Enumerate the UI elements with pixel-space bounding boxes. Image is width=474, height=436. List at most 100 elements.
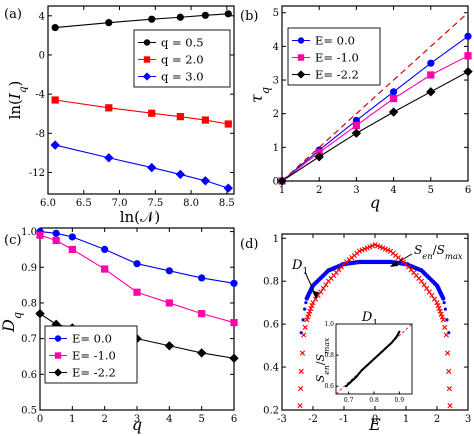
data-point-stroke: [426, 289, 432, 295]
data-point-stroke: [298, 368, 304, 374]
data-point: [320, 285, 326, 291]
data-point: [133, 288, 141, 296]
y-tick-label: 0.6: [263, 320, 279, 331]
legend-marker: [53, 368, 63, 377]
x-tick-label: -2: [308, 414, 318, 425]
data-point: [447, 403, 453, 409]
x-tick-label: 5: [428, 185, 434, 196]
data-point: [200, 176, 211, 186]
data-point-stroke: [307, 308, 313, 314]
data-point: [446, 368, 452, 374]
inset-x-tick-label: 0.9: [395, 397, 405, 404]
x-tick-label: 3: [353, 185, 359, 196]
x-tick-label: 0: [372, 414, 378, 425]
x-tick-label: 2: [434, 414, 440, 425]
x-tick-label: -3: [277, 414, 287, 425]
data-point: [310, 300, 316, 306]
x-tick-label: 1: [403, 414, 409, 425]
data-point-stroke: [306, 311, 312, 317]
data-point: [148, 109, 156, 117]
x-tick-label: 3: [134, 414, 140, 425]
x-tick-label: 8.0: [183, 198, 199, 209]
data-point: [418, 278, 425, 284]
data-point: [303, 307, 307, 311]
x-tick-label: 0: [37, 414, 43, 425]
data-point: [445, 318, 449, 322]
x-tick-label: 8.5: [219, 198, 235, 209]
data-point-stroke: [408, 267, 414, 273]
data-point-stroke: [424, 285, 430, 291]
data-point-stroke: [320, 285, 326, 291]
data-point-stroke: [304, 317, 310, 323]
y-tick-label: -8: [35, 129, 45, 140]
data-point-stroke: [312, 296, 319, 302]
data-point-stroke: [372, 242, 378, 248]
data-point: [304, 301, 308, 305]
x-tick-label: 6.0: [40, 198, 56, 209]
data-point: [298, 368, 304, 374]
legend-marker: [297, 37, 305, 44]
y-tick-label: 3: [273, 76, 279, 87]
data-point-stroke: [308, 305, 314, 311]
y-tick-label: 1.0: [21, 227, 37, 238]
data-point-stroke: [310, 300, 316, 306]
data-point: [165, 299, 173, 307]
y-tick-label: 4: [273, 42, 279, 53]
x-tick-label: 5: [198, 414, 204, 425]
data-point: [426, 289, 432, 295]
y-tick-label: 0.5: [21, 406, 37, 417]
data-point: [438, 311, 444, 317]
series-line: [39, 231, 235, 284]
legend-marker: [143, 56, 151, 63]
data-point-stroke: [436, 305, 442, 311]
data-point-stroke: [447, 403, 453, 409]
x-tick-label: 4: [166, 414, 172, 425]
y-tick-label: 0.8: [263, 277, 279, 288]
panel-label: (c): [4, 233, 21, 248]
data-point: [424, 285, 430, 291]
data-point: [312, 296, 319, 302]
data-point: [306, 311, 312, 317]
data-point: [314, 152, 324, 162]
data-point: [224, 10, 232, 18]
data-point: [101, 265, 109, 273]
data-point: [390, 94, 398, 103]
data-point: [305, 314, 311, 320]
data-point: [50, 140, 60, 150]
data-point: [442, 324, 448, 330]
data-point: [164, 341, 175, 351]
data-point: [297, 403, 303, 409]
data-point: [101, 245, 109, 254]
data-point: [463, 66, 473, 77]
x-tick-label: 2: [101, 414, 107, 425]
data-point: [426, 87, 436, 97]
annotation-arrowhead: [390, 260, 398, 267]
series-line: [281, 35, 469, 182]
data-point-stroke: [443, 332, 449, 338]
data-point: [351, 128, 362, 138]
inset-data-point: [398, 330, 401, 333]
y-tick-label: 1: [273, 234, 279, 245]
inset-y-tick-label: 0.6: [324, 383, 334, 390]
data-point: [230, 318, 238, 327]
data-point: [427, 71, 435, 79]
data-point: [352, 121, 360, 130]
data-point-stroke: [309, 302, 315, 309]
legend-label: E= 0.0: [72, 332, 112, 346]
data-point: [36, 231, 44, 239]
annotation-arrowhead: [312, 291, 319, 299]
data-point: [308, 305, 314, 311]
data-point: [323, 282, 329, 288]
inset-y-tick-label: 0.8: [324, 352, 334, 359]
data-point: [309, 302, 315, 309]
y-tick-label: -4: [35, 90, 45, 101]
data-point-stroke: [395, 255, 401, 261]
data-point: [51, 96, 59, 104]
data-point-stroke: [297, 403, 303, 409]
data-point: [429, 292, 435, 299]
data-point: [435, 302, 441, 309]
data-point: [68, 233, 76, 241]
legend-marker: [54, 335, 62, 342]
legend-label: E= 0.0: [315, 34, 355, 48]
data-point-stroke: [298, 385, 304, 392]
